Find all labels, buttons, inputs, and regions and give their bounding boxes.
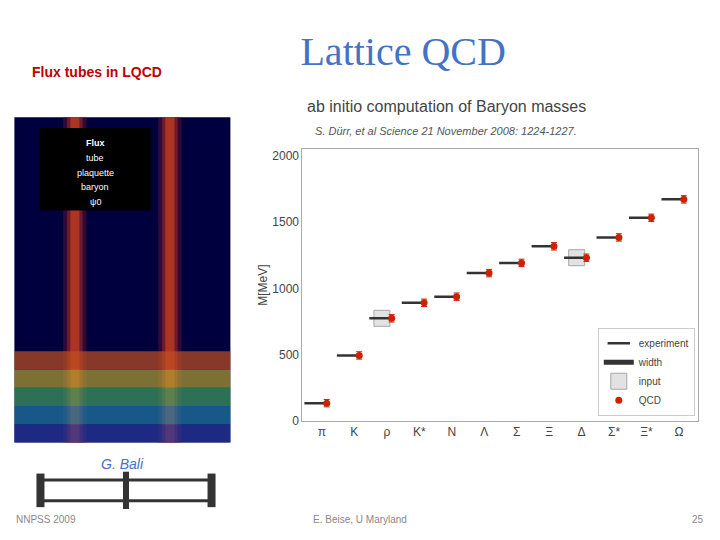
svg-text:Flux: Flux [86, 138, 105, 148]
svg-text:Flux tubes in LQCD: Flux tubes in LQCD [32, 64, 162, 80]
svg-text:ψ0: ψ0 [90, 197, 101, 207]
svg-text:width: width [638, 357, 662, 368]
svg-text:tube: tube [86, 153, 104, 163]
svg-text:ab initio computation of Baryo: ab initio computation of Baryon masses [307, 98, 586, 115]
svg-text:input: input [639, 376, 661, 387]
svg-text:Δ: Δ [578, 425, 586, 439]
svg-text:25: 25 [692, 514, 704, 525]
svg-text:M[MeV]: M[MeV] [256, 264, 270, 305]
svg-text:0: 0 [292, 414, 299, 428]
svg-text:Ξ*: Ξ* [640, 425, 653, 439]
svg-text:2000: 2000 [272, 149, 299, 163]
svg-text:QCD: QCD [639, 395, 661, 406]
svg-text:500: 500 [279, 348, 299, 362]
svg-text:Ξ: Ξ [545, 425, 553, 439]
svg-text:K*: K* [413, 425, 426, 439]
svg-text:N: N [447, 425, 456, 439]
svg-text:Σ: Σ [513, 425, 520, 439]
svg-text:E. Beise, U Maryland: E. Beise, U Maryland [313, 514, 407, 525]
svg-text:K: K [350, 425, 358, 439]
svg-text:ρ: ρ [383, 425, 390, 439]
svg-text:G. Bali: G. Bali [101, 456, 144, 472]
svg-text:plaquette: plaquette [77, 168, 114, 178]
svg-text:Σ*: Σ* [608, 425, 620, 439]
svg-text:baryon: baryon [81, 182, 109, 192]
svg-text:experiment: experiment [639, 338, 689, 349]
svg-text:π: π [318, 425, 326, 439]
svg-text:Λ: Λ [480, 425, 488, 439]
svg-text:S. Dürr, et al Science 21 Nove: S. Dürr, et al Science 21 November 2008:… [315, 125, 577, 137]
svg-text:Ω: Ω [674, 425, 683, 439]
svg-text:1000: 1000 [272, 282, 299, 296]
svg-text:Lattice QCD: Lattice QCD [300, 29, 506, 74]
svg-text:NNPSS 2009: NNPSS 2009 [16, 514, 76, 525]
svg-text:1500: 1500 [272, 215, 299, 229]
